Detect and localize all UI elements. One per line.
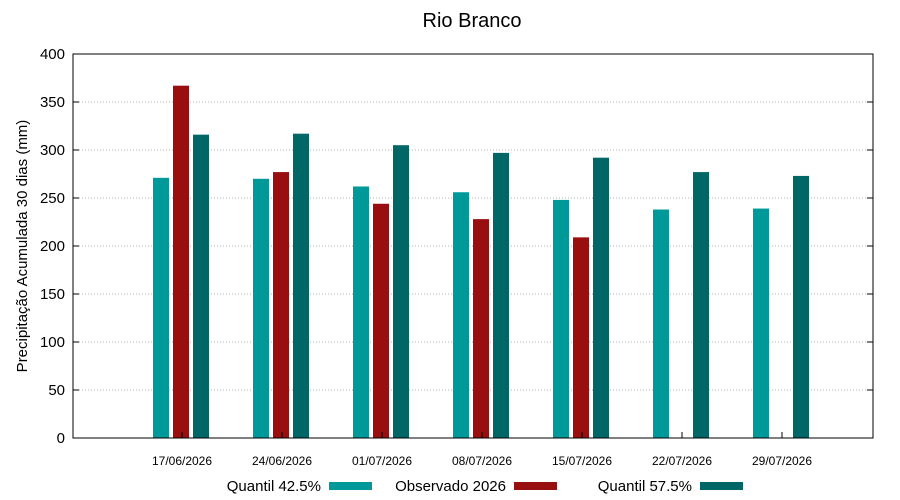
x-tick-label: 17/06/2026: [152, 454, 212, 468]
y-tick-label: 300: [40, 142, 65, 159]
bar-observado-2026-3: [473, 219, 489, 438]
bar-quantil-42-5--5: [653, 209, 669, 438]
bar-quantil-57-5--6: [793, 175, 809, 439]
bar-quantil-57-5--1: [293, 133, 309, 438]
y-tick-label: 200: [40, 238, 65, 255]
bar-quantil-42-5--2: [353, 186, 369, 438]
bar-quantil-57-5--0: [193, 134, 209, 438]
legend: Quantil 42.5% Observado 2026 Quantil 57.5%: [227, 478, 743, 495]
bar-observado-2026-1: [273, 172, 289, 438]
bar-quantil-42-5--3: [453, 192, 469, 438]
x-tick-label: 15/07/2026: [552, 454, 612, 468]
bar-observado-2026-2: [373, 203, 389, 438]
x-tick-label: 01/07/2026: [352, 454, 412, 468]
legend-swatch: [514, 482, 557, 490]
y-tick-label: 0: [57, 430, 65, 447]
bar-observado-2026-0: [173, 85, 189, 439]
bar-quantil-57-5--4: [593, 157, 609, 438]
bar-quantil-42-5--6: [753, 208, 769, 438]
legend-label: Quantil 57.5%: [598, 478, 692, 495]
bar-quantil-42-5--4: [553, 199, 569, 438]
x-tick-label: 22/07/2026: [652, 454, 712, 468]
y-tick-label: 150: [40, 286, 65, 303]
bar-quantil-42-5--0: [153, 177, 169, 438]
bars: [153, 85, 809, 439]
legend-label: Observado 2026: [395, 478, 506, 495]
chart-title: Rio Branco: [423, 10, 522, 32]
y-tick-label: 50: [48, 382, 65, 399]
legend-label: Quantil 42.5%: [227, 478, 321, 495]
x-tick-label: 08/07/2026: [452, 454, 512, 468]
bar-quantil-57-5--3: [493, 152, 509, 438]
y-ticks: 0 50 100 150 200 250 300 350 400: [40, 46, 873, 447]
bar-quantil-42-5--1: [253, 178, 269, 439]
y-tick-label: 350: [40, 94, 65, 111]
bar-quantil-57-5--2: [393, 145, 409, 438]
legend-swatch: [329, 482, 372, 490]
bar-quantil-57-5--5: [693, 172, 709, 438]
x-tick-label: 29/07/2026: [752, 454, 812, 468]
y-tick-label: 250: [40, 190, 65, 207]
legend-swatch: [700, 482, 743, 490]
y-axis-label: Precipitação Acumulada 30 dias (mm): [14, 120, 31, 373]
y-tick-label: 400: [40, 46, 65, 63]
x-ticks: 17/06/2026 24/06/2026 01/07/2026 08/07/2026…: [152, 432, 812, 468]
bar-observado-2026-4: [573, 237, 589, 438]
x-tick-label: 24/06/2026: [252, 454, 312, 468]
y-tick-label: 100: [40, 334, 65, 351]
